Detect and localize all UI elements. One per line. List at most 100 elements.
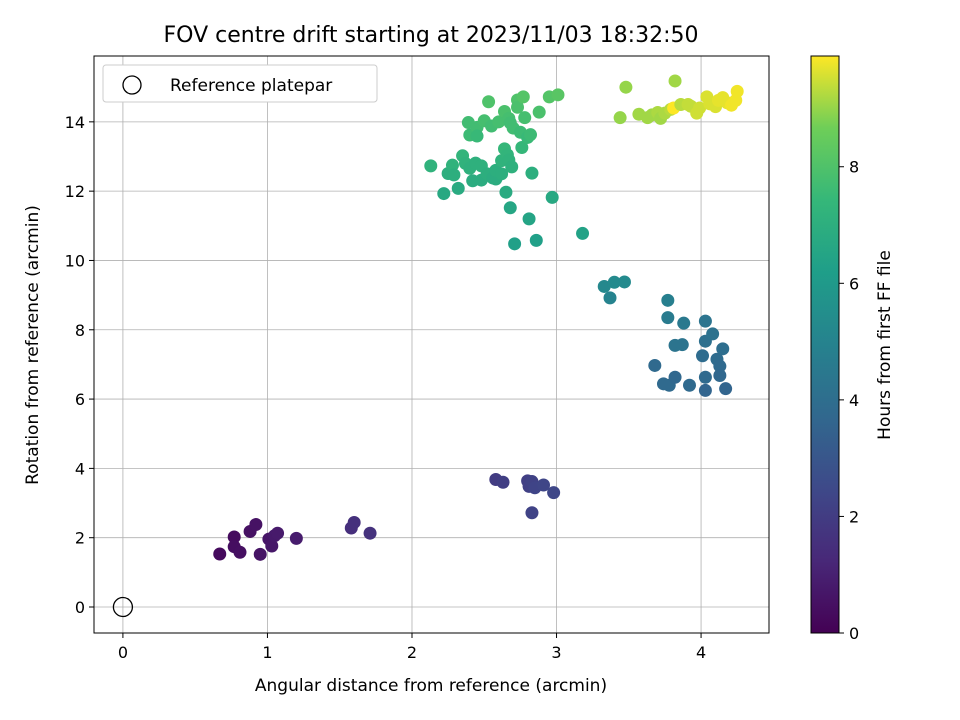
legend-label: Reference platepar [170,76,332,96]
colorbar-ticks: 0 2 4 6 8 [839,158,859,643]
data-point [713,359,727,373]
colorbar: 0 2 4 6 8 Hours from first FF file [810,55,895,643]
data-point [492,115,506,129]
data-point [661,311,675,325]
data-point [518,111,532,125]
data-point [730,84,744,98]
data-point [698,314,712,328]
data-point [482,95,496,109]
data-point [696,349,710,363]
data-point [363,526,377,540]
data-point [495,167,509,181]
x-axis: 0 1 2 3 4 [118,633,706,662]
data-point [529,233,543,247]
data-point [551,88,565,102]
data-point [693,101,707,115]
reference-marker-group [112,596,134,618]
colorbar-gradient [810,55,840,634]
plot-area [94,56,769,633]
data-point [249,518,263,532]
data-point [424,159,438,173]
data-point [706,327,720,341]
y-tick-label: 0 [75,598,85,617]
plot-frame [93,55,770,634]
colorbar-tick-label: 4 [849,391,859,410]
data-point [698,370,712,384]
data-point [508,237,522,251]
data-point [613,111,627,125]
data-point [524,128,538,142]
y-axis: 0 2 4 6 8 10 12 14 [65,113,94,617]
data-point [271,526,285,540]
data-point [499,185,513,199]
data-point [496,475,510,489]
y-axis-label: Rotation from reference (arcmin) [23,205,43,485]
data-point [233,545,247,559]
data-point [525,506,539,520]
data-point [532,105,546,119]
data-point [713,369,727,383]
data-point [265,539,279,553]
data-point [677,316,691,330]
data-point [683,378,697,392]
data-point [547,486,561,500]
x-tick-label: 4 [696,643,706,662]
data-point [447,168,461,182]
data-point [603,291,617,305]
data-point [516,90,530,104]
data-point [719,382,733,396]
colorbar-tick-label: 6 [849,274,859,293]
y-tick-label: 14 [65,113,85,132]
data-point [576,226,590,240]
data-point [289,531,303,545]
data-point [505,160,519,174]
data-point [227,530,241,544]
data-point [668,370,682,384]
data-point [607,275,621,289]
x-tick-label: 2 [407,643,417,662]
legend: Reference platepar [102,64,378,103]
x-tick-label: 0 [118,643,128,662]
data-point [698,383,712,397]
data-point [451,181,465,195]
chart-title: FOV centre drift starting at 2023/11/03 … [164,23,699,48]
reference-platepar-marker [112,596,134,618]
data-point [716,342,730,356]
y-tick-label: 10 [65,251,85,270]
data-points [213,74,744,561]
data-point [503,201,517,215]
data-point [661,293,675,307]
data-point [619,80,633,94]
data-point [597,279,611,293]
data-point [537,478,551,492]
data-point [515,140,529,154]
data-point [675,338,689,352]
data-point [648,358,662,372]
x-tick-label: 3 [551,643,561,662]
data-point [522,212,536,226]
data-point [437,187,451,201]
colorbar-tick-label: 8 [849,158,859,177]
legend-reference-marker [122,75,142,95]
y-tick-label: 2 [75,529,85,548]
data-point [253,547,267,561]
colorbar-tick-label: 0 [849,624,859,643]
data-point [525,166,539,180]
data-point [668,74,682,88]
data-point [545,190,559,204]
data-point [470,129,484,143]
data-point [445,158,459,172]
y-tick-label: 4 [75,459,85,478]
data-point [347,515,361,529]
legend-box [102,64,378,103]
data-point [213,547,227,561]
data-point [511,100,525,114]
y-tick-label: 12 [65,182,85,201]
data-point [617,275,631,289]
y-tick-label: 8 [75,321,85,340]
colorbar-label: Hours from first FF file [875,250,895,440]
y-tick-label: 6 [75,390,85,409]
x-tick-label: 1 [262,643,272,662]
colorbar-tick-label: 2 [849,507,859,526]
